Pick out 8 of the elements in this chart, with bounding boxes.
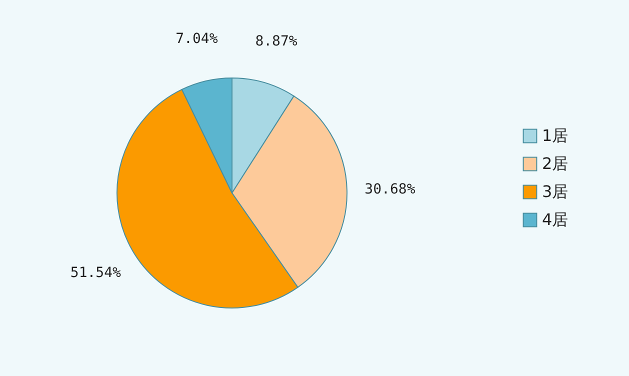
legend-label: 4居 [542,210,568,229]
legend-label: 1居 [542,126,568,145]
data-label: 7.04% [176,30,218,47]
data-label: 8.87% [255,33,298,50]
legend-label: 2居 [542,154,568,173]
data-label: 30.68% [364,182,416,198]
legend-label: 3居 [542,182,568,201]
data-label: 51.54% [70,264,122,281]
